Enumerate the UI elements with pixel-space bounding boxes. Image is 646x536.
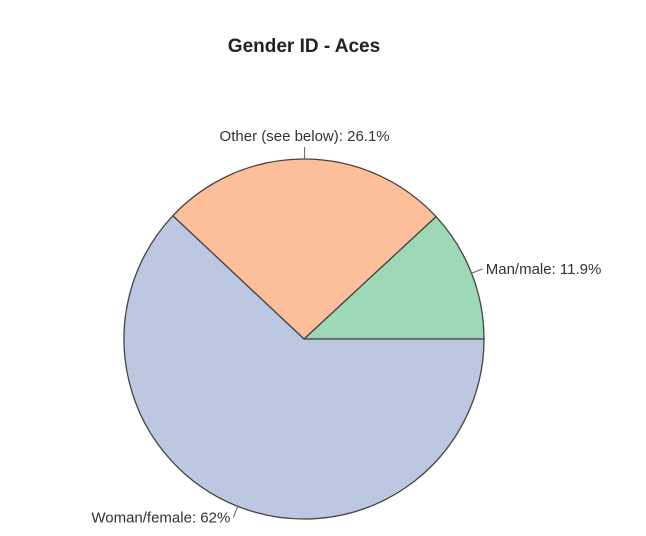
leader-line-2	[232, 506, 239, 518]
slice-labels: Man/male: 11.9% Other (see below): 26.1% W…	[91, 128, 601, 527]
leader-lines	[232, 146, 483, 518]
leader-line-0	[471, 268, 483, 274]
pie-slices	[123, 158, 485, 520]
pie-slice-other-see-below	[171, 158, 437, 340]
pie-slice-woman-female	[123, 214, 485, 520]
slice-label-1: Other (see below): 26.1%	[220, 128, 390, 145]
chart-title: Gender ID - Aces	[228, 36, 380, 57]
pie-slice-man-male	[302, 215, 485, 340]
slice-label-0: Man/male: 11.9%	[486, 261, 602, 278]
slice-label-2: Woman/female: 62%	[91, 510, 230, 527]
